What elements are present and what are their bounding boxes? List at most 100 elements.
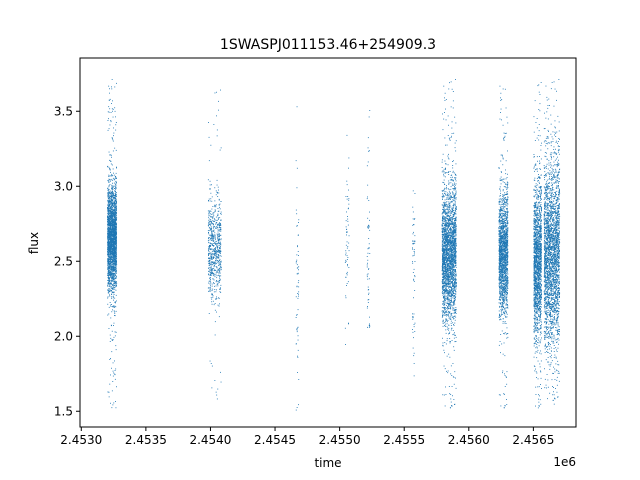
data-point: [348, 167, 349, 169]
data-point: [442, 260, 443, 262]
data-point: [443, 283, 444, 285]
data-point: [453, 207, 455, 209]
data-point: [113, 204, 115, 206]
data-point: [108, 227, 110, 229]
data-point: [455, 258, 457, 260]
data-point: [112, 276, 114, 277]
data-point: [454, 286, 455, 288]
data-point: [452, 234, 453, 236]
data-point: [220, 89, 221, 91]
data-point: [109, 264, 111, 265]
data-point: [219, 279, 221, 281]
data-point: [210, 262, 212, 264]
data-point: [447, 320, 449, 321]
data-point: [115, 129, 117, 131]
data-point: [109, 295, 111, 297]
data-point: [450, 283, 451, 285]
data-point: [219, 223, 221, 224]
data-point: [448, 195, 450, 196]
data-point: [113, 272, 115, 274]
data-point: [114, 268, 116, 270]
data-point: [220, 227, 222, 228]
data-point: [114, 305, 116, 307]
data-point: [209, 235, 211, 236]
data-point: [212, 269, 214, 271]
data-point: [220, 229, 222, 231]
data-point: [212, 239, 213, 241]
data-point: [447, 297, 449, 299]
data-point: [216, 266, 218, 268]
data-point: [453, 337, 455, 339]
data-point: [444, 307, 446, 309]
data-point: [112, 269, 114, 271]
data-point: [212, 269, 213, 271]
data-point: [213, 250, 215, 252]
data-point: [108, 281, 110, 283]
data-point: [107, 234, 109, 236]
data-point: [112, 242, 114, 244]
data-point: [115, 177, 117, 179]
data-point: [107, 289, 109, 291]
data-point: [441, 225, 443, 227]
data-point: [454, 235, 456, 236]
data-point: [109, 207, 111, 208]
data-point: [107, 241, 109, 242]
data-point: [368, 292, 370, 294]
data-point: [213, 304, 215, 306]
data-point: [110, 154, 112, 156]
data-point: [454, 254, 455, 255]
data-point: [455, 336, 457, 338]
data-point: [345, 259, 347, 261]
data-point: [451, 222, 453, 224]
data-point: [447, 271, 449, 273]
data-point: [452, 238, 453, 240]
data-point: [449, 194, 451, 196]
data-point: [112, 219, 114, 221]
data-point: [455, 269, 456, 271]
data-point: [107, 235, 109, 236]
data-point: [111, 108, 113, 110]
data-point: [115, 240, 117, 242]
data-point: [449, 307, 451, 309]
data-point: [108, 206, 110, 207]
data-point: [114, 259, 116, 261]
data-point: [110, 191, 112, 193]
data-point: [110, 221, 112, 223]
data-point: [210, 229, 212, 231]
data-point: [220, 255, 222, 257]
data-point: [442, 316, 444, 318]
data-point: [110, 230, 112, 232]
data-point: [112, 277, 114, 279]
data-point: [298, 291, 300, 293]
data-point: [209, 263, 210, 264]
data-point: [107, 265, 109, 267]
data-point: [108, 200, 109, 202]
data-point: [111, 250, 113, 252]
data-point: [346, 180, 348, 182]
data-point: [108, 232, 110, 234]
data-point: [115, 271, 117, 273]
data-point: [367, 273, 369, 275]
data-point: [113, 258, 115, 259]
data-point: [108, 290, 110, 292]
data-point: [108, 210, 110, 212]
data-point: [208, 274, 209, 276]
data-point: [113, 279, 115, 281]
data-point: [451, 238, 453, 240]
data-point: [208, 200, 209, 202]
data-point: [444, 92, 446, 94]
data-point: [112, 251, 113, 252]
data-point: [115, 238, 116, 240]
data-point: [445, 99, 447, 100]
data-point: [298, 379, 300, 380]
data-point: [445, 267, 446, 268]
data-point: [112, 116, 114, 118]
data-point: [452, 193, 453, 195]
data-point: [111, 137, 113, 139]
data-point: [115, 235, 117, 237]
data-points: [107, 79, 561, 411]
data-point: [108, 260, 110, 262]
data-point: [214, 226, 215, 228]
data-point: [216, 296, 217, 298]
data-point: [108, 208, 110, 209]
